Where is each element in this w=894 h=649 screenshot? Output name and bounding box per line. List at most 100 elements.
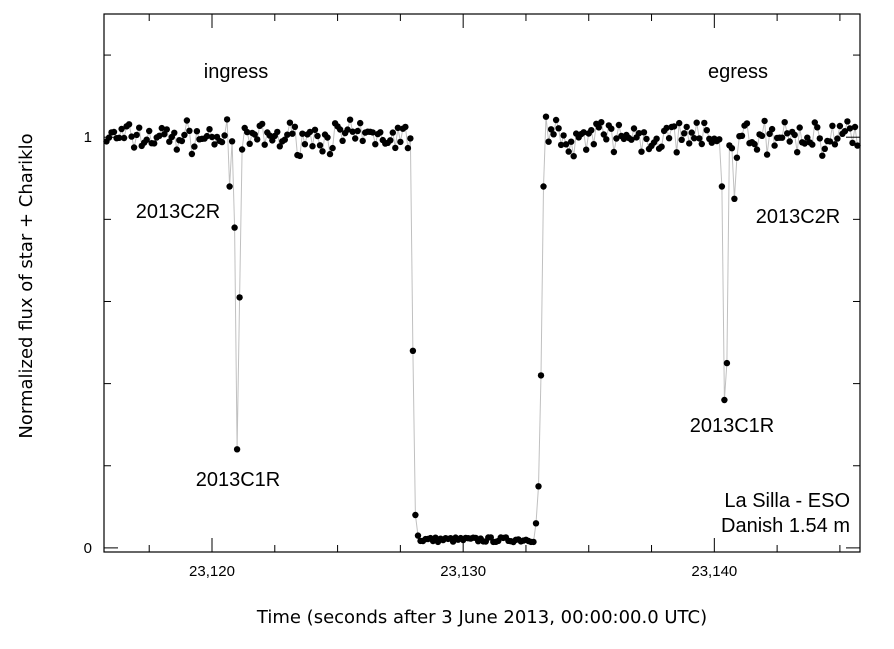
data-point bbox=[723, 359, 731, 367]
data-point bbox=[128, 133, 135, 140]
data-point bbox=[274, 128, 281, 136]
data-point bbox=[389, 129, 396, 136]
data-point bbox=[831, 141, 839, 148]
data-point bbox=[673, 149, 680, 156]
data-point bbox=[784, 130, 791, 137]
data-point bbox=[537, 372, 545, 379]
annotation-ingress-2013c2r: 2013C2R bbox=[136, 201, 221, 223]
data-point bbox=[357, 119, 364, 127]
data-point bbox=[130, 144, 138, 151]
data-point bbox=[703, 127, 710, 134]
data-point bbox=[314, 132, 321, 140]
data-point bbox=[829, 122, 836, 129]
data-point bbox=[751, 140, 758, 148]
data-point bbox=[801, 140, 808, 147]
data-point bbox=[299, 130, 306, 137]
data-point bbox=[846, 125, 854, 132]
data-point bbox=[643, 135, 650, 143]
data-point bbox=[238, 146, 246, 153]
data-point bbox=[670, 123, 678, 130]
data-point bbox=[316, 142, 324, 149]
data-point bbox=[570, 153, 577, 160]
data-point bbox=[296, 152, 304, 160]
y-axis-label: Normalized flux of star + Chariklo bbox=[16, 133, 37, 438]
x-axis-label: Time (seconds after 3 June 2013, 00:00:0… bbox=[256, 607, 707, 628]
data-point bbox=[834, 135, 841, 142]
data-point bbox=[532, 520, 540, 527]
lightcurve-points bbox=[103, 113, 861, 546]
data-point bbox=[261, 141, 268, 148]
data-point bbox=[542, 113, 550, 120]
data-point bbox=[354, 127, 361, 135]
legend-telescope: Danish 1.54 m bbox=[721, 515, 850, 537]
data-point bbox=[125, 121, 133, 128]
data-point bbox=[698, 140, 705, 148]
data-point bbox=[658, 143, 665, 150]
data-point bbox=[590, 141, 597, 148]
plot-area bbox=[103, 13, 861, 553]
data-point bbox=[540, 183, 547, 190]
data-point bbox=[409, 347, 417, 354]
data-point bbox=[598, 119, 605, 126]
data-point bbox=[794, 149, 801, 156]
data-point bbox=[716, 136, 723, 143]
data-point bbox=[681, 130, 688, 137]
data-point bbox=[849, 139, 856, 147]
data-point bbox=[781, 119, 788, 126]
data-point bbox=[183, 117, 191, 124]
data-point bbox=[266, 132, 273, 139]
data-point bbox=[676, 119, 683, 127]
data-point bbox=[404, 144, 412, 152]
data-point bbox=[286, 119, 294, 126]
data-point bbox=[349, 128, 356, 135]
data-point bbox=[110, 128, 118, 136]
data-point bbox=[191, 143, 198, 150]
data-point bbox=[414, 532, 422, 539]
data-point bbox=[211, 141, 218, 148]
data-point bbox=[402, 123, 409, 131]
data-point bbox=[151, 140, 158, 147]
data-point bbox=[221, 132, 228, 139]
data-point bbox=[120, 134, 128, 142]
data-point bbox=[635, 130, 643, 137]
data-point bbox=[816, 135, 823, 142]
data-point bbox=[663, 124, 670, 132]
data-point bbox=[311, 126, 319, 133]
data-point bbox=[329, 144, 336, 152]
data-point bbox=[369, 129, 376, 136]
data-point bbox=[133, 131, 140, 139]
data-point bbox=[218, 138, 226, 146]
data-point bbox=[683, 123, 690, 131]
data-point bbox=[603, 136, 610, 143]
data-point bbox=[206, 126, 213, 133]
data-point bbox=[547, 126, 555, 133]
data-point bbox=[146, 127, 153, 135]
data-point bbox=[186, 127, 193, 134]
data-point bbox=[178, 137, 186, 145]
data-point bbox=[854, 142, 861, 149]
data-point bbox=[412, 511, 419, 519]
data-point bbox=[181, 131, 188, 139]
data-point bbox=[284, 131, 291, 138]
data-point bbox=[665, 135, 673, 142]
data-point bbox=[733, 154, 741, 161]
data-point bbox=[535, 483, 542, 490]
data-point bbox=[568, 138, 575, 145]
data-point bbox=[251, 131, 258, 138]
data-point bbox=[557, 141, 565, 149]
data-point bbox=[530, 538, 537, 546]
data-point bbox=[691, 135, 698, 142]
data-point bbox=[758, 132, 766, 139]
data-point bbox=[743, 120, 751, 127]
data-point bbox=[336, 126, 344, 133]
data-point bbox=[580, 129, 587, 136]
data-point bbox=[728, 145, 736, 152]
data-point bbox=[562, 141, 570, 148]
data-point bbox=[753, 146, 761, 153]
data-point bbox=[761, 117, 768, 125]
data-point bbox=[226, 183, 233, 190]
data-point bbox=[640, 129, 648, 136]
data-point bbox=[324, 134, 331, 141]
data-point bbox=[193, 128, 201, 135]
